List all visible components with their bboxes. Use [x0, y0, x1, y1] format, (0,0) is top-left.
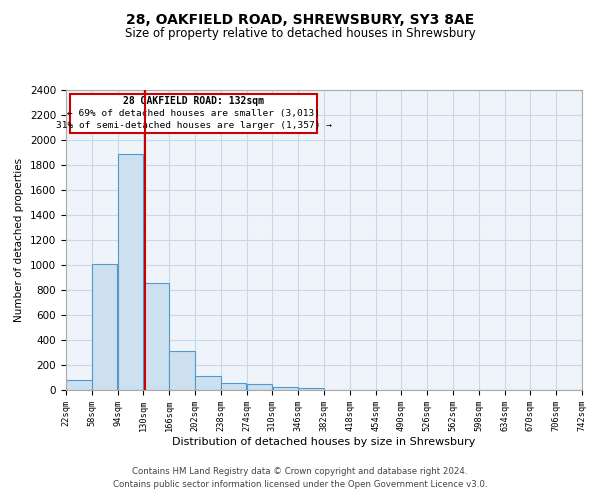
Bar	[298, 388, 324, 390]
Text: Size of property relative to detached houses in Shrewsbury: Size of property relative to detached ho…	[125, 28, 475, 40]
Text: 28 OAKFIELD ROAD: 132sqm: 28 OAKFIELD ROAD: 132sqm	[123, 96, 264, 106]
Text: 31% of semi-detached houses are larger (1,357) →: 31% of semi-detached houses are larger (…	[56, 121, 332, 130]
Text: Contains public sector information licensed under the Open Government Licence v3: Contains public sector information licen…	[113, 480, 487, 489]
Bar	[66, 380, 92, 390]
Bar	[195, 376, 221, 390]
Bar	[221, 383, 247, 390]
Text: 28, OAKFIELD ROAD, SHREWSBURY, SY3 8AE: 28, OAKFIELD ROAD, SHREWSBURY, SY3 8AE	[126, 12, 474, 26]
Bar	[118, 154, 143, 390]
Bar	[169, 351, 195, 390]
FancyBboxPatch shape	[70, 94, 317, 132]
Text: ← 69% of detached houses are smaller (3,013): ← 69% of detached houses are smaller (3,…	[67, 110, 320, 118]
Text: Contains HM Land Registry data © Crown copyright and database right 2024.: Contains HM Land Registry data © Crown c…	[132, 467, 468, 476]
X-axis label: Distribution of detached houses by size in Shrewsbury: Distribution of detached houses by size …	[172, 437, 476, 447]
Bar	[92, 264, 118, 390]
Bar	[272, 387, 298, 390]
Bar	[143, 282, 169, 390]
Y-axis label: Number of detached properties: Number of detached properties	[14, 158, 25, 322]
Bar	[247, 384, 272, 390]
